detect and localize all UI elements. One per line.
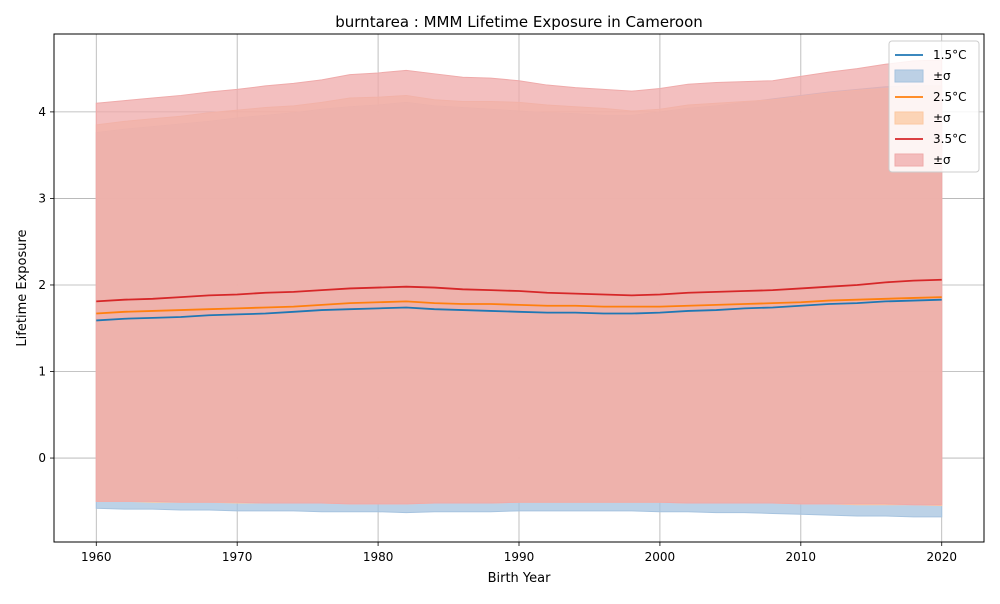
legend-label: ±σ xyxy=(933,153,951,167)
legend-label: ±σ xyxy=(933,69,951,83)
y-tick-label: 2 xyxy=(38,278,46,292)
legend-band-swatch xyxy=(894,69,924,83)
line-25c xyxy=(96,296,942,315)
legend-label: 2.5°C xyxy=(933,90,966,104)
y-tick-label: 0 xyxy=(38,451,46,465)
series-lines xyxy=(96,278,942,322)
y-tick-label: 4 xyxy=(38,105,46,119)
x-axis-ticks: 1960 1970 1980 1990 2000 2010 2020 xyxy=(81,542,957,564)
legend-band-swatch xyxy=(894,153,924,167)
chart-title: burntarea : MMM Lifetime Exposure in Cam… xyxy=(335,13,703,31)
x-tick-label: 1980 xyxy=(363,550,394,564)
x-tick-label: 1970 xyxy=(222,550,253,564)
legend: 1.5°C ±σ 2.5°C ±σ 3.5°C ±σ xyxy=(888,40,980,173)
line-15c xyxy=(96,298,942,322)
x-tick-label: 1960 xyxy=(81,550,112,564)
y-tick-label: 3 xyxy=(38,191,46,205)
band-35c xyxy=(95,59,943,506)
legend-label: 1.5°C xyxy=(933,48,966,62)
x-tick-label: 2020 xyxy=(926,550,957,564)
line-35c xyxy=(96,278,942,303)
legend-label: 3.5°C xyxy=(933,132,966,146)
legend-label: ±σ xyxy=(933,111,951,125)
x-tick-label: 1990 xyxy=(504,550,535,564)
error-bands xyxy=(95,59,943,518)
x-tick-label: 2010 xyxy=(786,550,817,564)
y-axis-ticks: 0 1 2 3 4 xyxy=(38,105,54,465)
legend-band-swatch xyxy=(894,111,924,125)
x-tick-label: 2000 xyxy=(645,550,676,564)
x-axis-label: Birth Year xyxy=(488,571,552,586)
y-tick-label: 1 xyxy=(38,365,46,379)
y-axis-label: Lifetime Exposure xyxy=(15,229,30,346)
